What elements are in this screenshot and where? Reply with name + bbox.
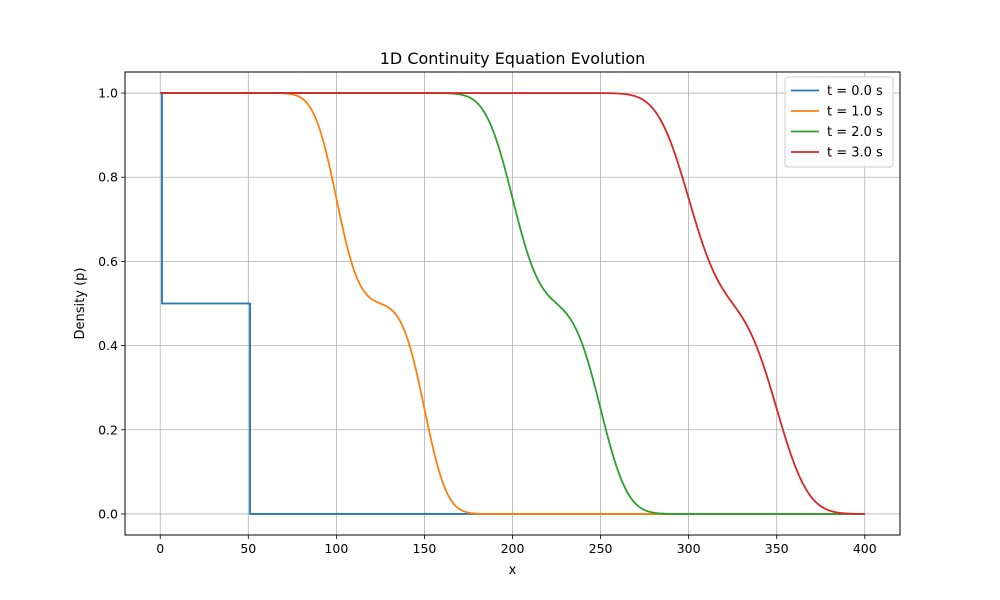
y-tick-label: 1.0 bbox=[98, 86, 118, 101]
legend-label: t = 1.0 s bbox=[827, 105, 883, 120]
y-tick-label: 0.6 bbox=[98, 254, 118, 269]
plot-series bbox=[160, 92, 865, 515]
y-tick-label: 0.8 bbox=[98, 170, 118, 185]
x-tick-label: 350 bbox=[765, 541, 789, 556]
series-line-4 bbox=[160, 92, 865, 515]
x-tick-label: 200 bbox=[501, 541, 525, 556]
x-tick-label: 50 bbox=[240, 541, 256, 556]
x-tick-label: 300 bbox=[677, 541, 701, 556]
x-tick-label: 150 bbox=[413, 541, 437, 556]
x-tick-label: 250 bbox=[589, 541, 613, 556]
chart-title: 1D Continuity Equation Evolution bbox=[380, 49, 646, 68]
y-tick-label: 0.2 bbox=[98, 422, 118, 437]
x-tick-label: 400 bbox=[853, 541, 877, 556]
legend-box bbox=[784, 76, 894, 168]
legend-label: t = 3.0 s bbox=[827, 146, 883, 161]
legend-label: t = 0.0 s bbox=[827, 84, 883, 99]
axis-ticks: 0 50 100 150 200 250 300 350 400 0.0 0.2 0.4 0.6 0.8 1… bbox=[98, 86, 877, 556]
legend-label: t = 2.0 s bbox=[827, 125, 883, 140]
legend: t = 0.0 s t = 1.0 s t = 2.0 s t = 3.0 s bbox=[784, 76, 894, 168]
x-axis-label: x bbox=[509, 563, 517, 578]
y-tick-label: 0.0 bbox=[98, 506, 118, 521]
y-axis-label: Density (p) bbox=[73, 268, 88, 340]
y-tick-label: 0.4 bbox=[98, 338, 118, 353]
x-tick-label: 100 bbox=[324, 541, 348, 556]
x-tick-label: 0 bbox=[156, 541, 164, 556]
